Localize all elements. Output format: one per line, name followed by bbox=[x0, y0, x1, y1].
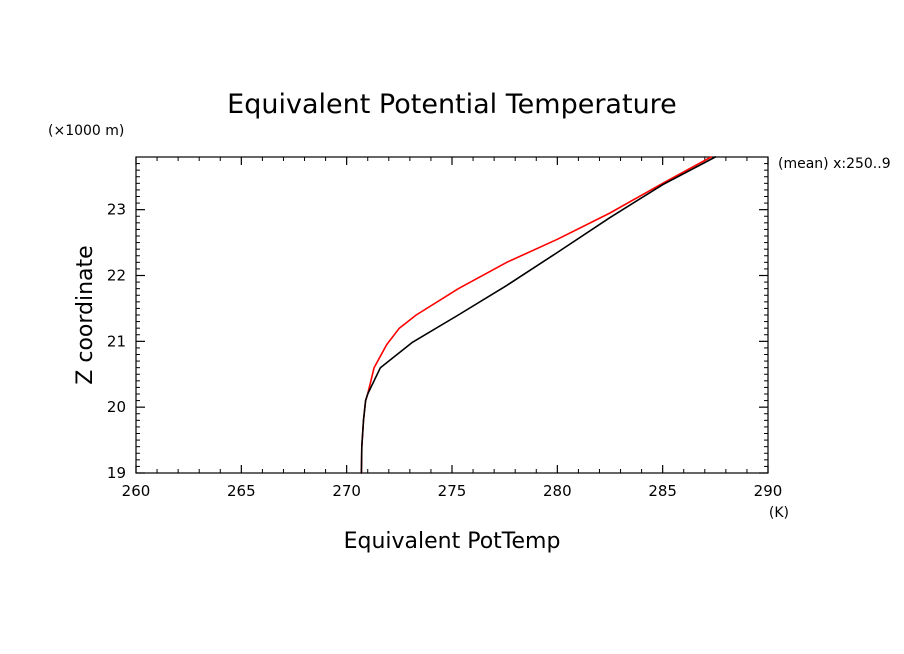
y-axis-ticks: 19 20 21 22 23 bbox=[107, 156, 768, 482]
x-tick-label: 290 bbox=[754, 482, 783, 500]
y-tick-label: 21 bbox=[107, 332, 126, 350]
y-axis-title: Z coordinate bbox=[73, 245, 98, 384]
x-axis-ticks: 260 265 270 275 280 285 290 bbox=[122, 157, 783, 500]
x-tick-label: 270 bbox=[332, 482, 361, 500]
x-tick-label: 285 bbox=[648, 482, 677, 500]
x-tick-label: 260 bbox=[122, 482, 151, 500]
x-axis-title: Equivalent PotTemp bbox=[344, 529, 561, 554]
y-tick-label: 22 bbox=[107, 267, 126, 285]
series-line-black bbox=[360, 156, 717, 474]
y-tick-label: 20 bbox=[107, 398, 126, 416]
x-units-label: (K) bbox=[769, 505, 789, 521]
x-tick-label: 265 bbox=[227, 482, 256, 500]
x-tick-label: 275 bbox=[438, 482, 467, 500]
annotation-label: (mean) x:250..9 bbox=[778, 156, 891, 172]
x-tick-label: 280 bbox=[543, 482, 572, 500]
y-tick-label: 23 bbox=[107, 201, 126, 219]
data-series bbox=[360, 156, 717, 474]
series-line-red bbox=[360, 156, 712, 474]
y-units-label: (×1000 m) bbox=[48, 123, 124, 139]
y-tick-label: 19 bbox=[107, 464, 126, 482]
plot-frame bbox=[135, 156, 769, 474]
chart-title: Equivalent Potential Temperature bbox=[227, 89, 677, 120]
